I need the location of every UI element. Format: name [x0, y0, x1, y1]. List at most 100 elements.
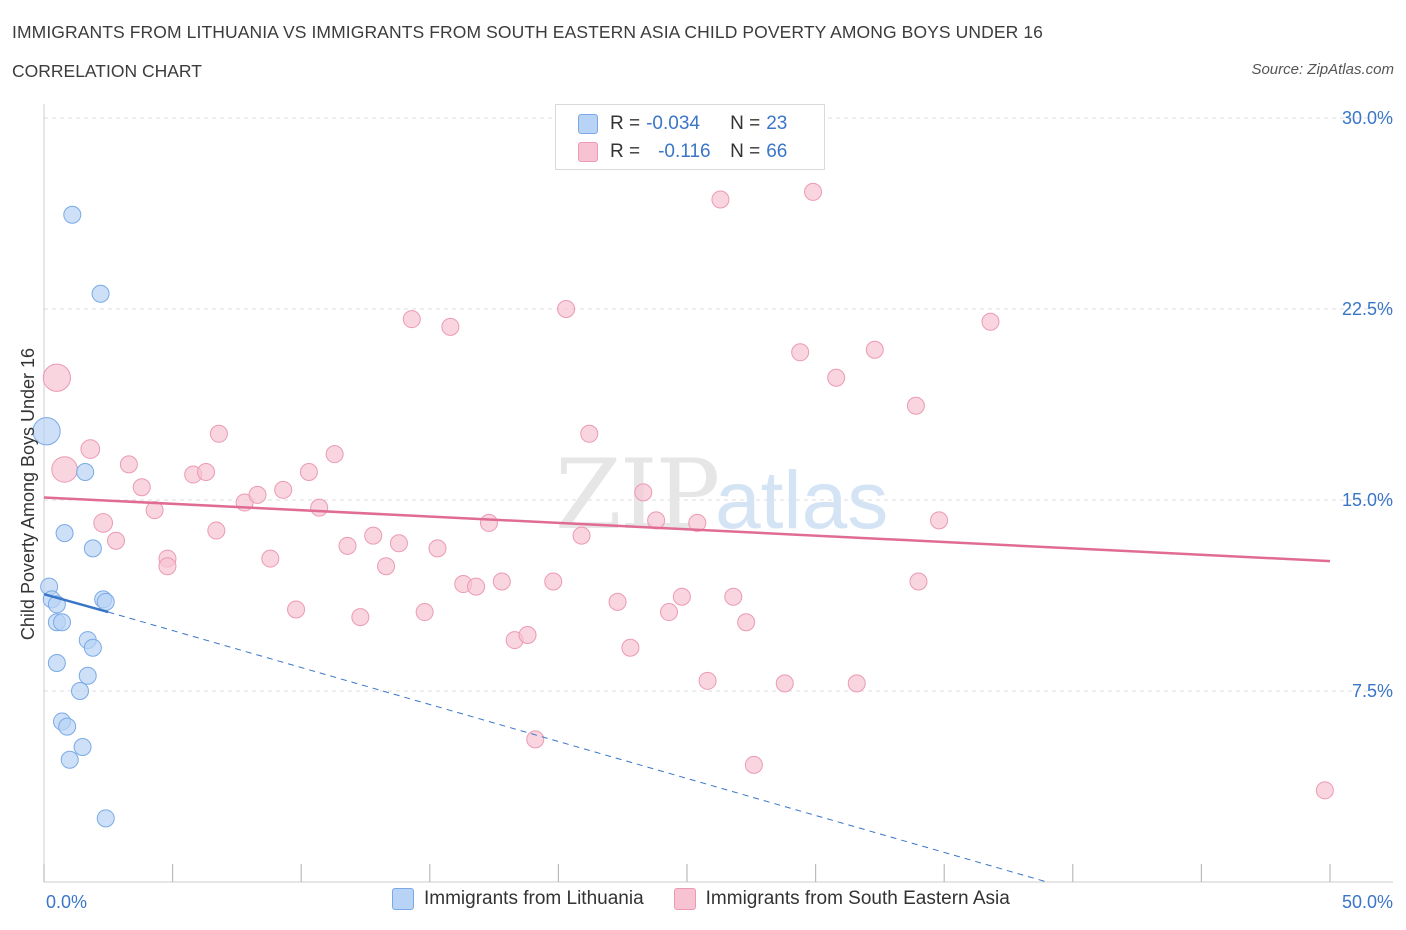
point-se-asia — [909, 572, 928, 591]
point-se-asia — [827, 368, 846, 387]
point-lithuania — [96, 809, 115, 828]
point-se-asia — [338, 536, 357, 555]
point-lithuania — [47, 653, 66, 672]
point-se-asia — [1315, 781, 1334, 800]
legend-swatch-blue — [578, 114, 598, 134]
trend-line-lithuania — [43, 593, 109, 614]
point-se-asia — [207, 521, 226, 540]
point-se-asia — [132, 478, 151, 497]
point-se-asia — [580, 424, 599, 443]
legend-row-lithuania: R = -0.034 N = 23 — [578, 113, 787, 135]
y-tick-label: 15.0% — [1342, 490, 1393, 510]
point-se-asia — [526, 730, 545, 749]
point-se-asia — [415, 603, 434, 622]
point-se-asia — [804, 182, 823, 201]
point-se-asia — [930, 511, 949, 530]
point-se-asia — [544, 572, 563, 591]
point-lithuania — [73, 738, 92, 757]
trend-line-se-asia — [43, 496, 1331, 563]
trend-line-lithuania-extension — [108, 611, 1048, 883]
point-se-asia — [492, 572, 511, 591]
point-se-asia — [197, 462, 216, 481]
point-lithuania — [58, 717, 77, 736]
point-se-asia — [775, 674, 794, 693]
legend-swatch-pink — [578, 142, 598, 162]
point-se-asia — [80, 439, 101, 459]
point-lithuania — [60, 750, 79, 769]
point-lithuania — [96, 592, 115, 611]
y-axis-label: Child Poverty Among Boys Under 16 — [18, 348, 38, 640]
series-legend-lithuania[interactable]: Immigrants from Lithuania — [392, 888, 644, 910]
point-lithuania — [63, 205, 82, 224]
legend-r-label: R = — [610, 141, 641, 162]
point-se-asia — [51, 456, 78, 483]
series-name-lithuania: Immigrants from Lithuania — [424, 888, 644, 909]
legend-n-value: 23 — [766, 113, 788, 134]
point-se-asia — [93, 513, 114, 533]
legend-n-label: N = — [730, 141, 761, 162]
point-se-asia — [299, 462, 318, 481]
point-se-asia — [479, 513, 498, 532]
watermark-atlas: atlas — [715, 455, 888, 546]
point-se-asia — [209, 424, 228, 443]
watermark: ZIP atlas — [555, 439, 888, 551]
y-tick-label: 22.5% — [1342, 299, 1393, 319]
point-se-asia — [351, 608, 370, 627]
point-lithuania — [55, 524, 74, 543]
point-se-asia — [744, 755, 763, 774]
series-legend-se-asia[interactable]: Immigrants from South Eastern Asia — [673, 888, 1010, 910]
point-se-asia — [672, 587, 691, 606]
point-se-asia — [402, 310, 421, 329]
point-se-asia — [364, 526, 383, 545]
point-lithuania — [78, 666, 97, 685]
point-se-asia — [518, 625, 537, 644]
source-label: Source: ZipAtlas.com — [1251, 61, 1394, 78]
point-se-asia — [428, 539, 447, 558]
point-lithuania — [71, 682, 90, 700]
point-se-asia — [325, 445, 344, 464]
y-tick-label: 7.5% — [1352, 681, 1393, 701]
point-se-asia — [557, 300, 576, 318]
point-se-asia — [698, 671, 717, 690]
legend-r-value: -0.116 — [658, 141, 711, 162]
point-se-asia — [389, 534, 408, 553]
point-se-asia — [608, 592, 627, 611]
point-se-asia — [659, 603, 678, 622]
point-lithuania — [91, 284, 110, 303]
point-se-asia — [377, 557, 396, 576]
point-se-asia — [441, 317, 460, 336]
x-tick-label: 0.0% — [46, 892, 87, 912]
point-se-asia — [634, 483, 653, 502]
point-se-asia — [688, 513, 707, 532]
series-swatch-blue — [392, 888, 414, 910]
axis-layer: 7.5% 15.0% 22.5% 30.0% 0.0% 50.0% — [43, 104, 1393, 912]
point-se-asia — [791, 343, 810, 362]
legend-n-value: 66 — [766, 141, 788, 162]
point-se-asia — [158, 557, 177, 576]
point-se-asia — [248, 485, 267, 504]
series-legend: Immigrants from Lithuania Immigrants fro… — [392, 888, 1040, 910]
point-se-asia — [847, 674, 866, 693]
point-se-asia — [107, 531, 126, 550]
point-se-asia — [724, 587, 743, 606]
chart-subtitle: CORRELATION CHART — [12, 61, 202, 81]
point-se-asia — [467, 577, 486, 596]
point-se-asia — [572, 526, 591, 545]
point-se-asia — [906, 396, 925, 415]
point-se-asia — [737, 613, 756, 632]
point-se-asia — [42, 363, 71, 392]
series-name-se-asia: Immigrants from South Eastern Asia — [705, 888, 1010, 909]
point-lithuania — [83, 638, 102, 657]
legend-r-label: R = — [610, 113, 641, 134]
point-se-asia — [865, 340, 884, 359]
trend-layer — [43, 496, 1331, 883]
point-se-asia — [274, 480, 293, 499]
point-lithuania — [76, 462, 95, 481]
point-se-asia — [287, 600, 306, 619]
legend-n-label: N = — [730, 113, 761, 134]
point-se-asia — [261, 549, 280, 568]
point-lithuania — [83, 539, 102, 558]
point-se-asia — [119, 455, 138, 474]
point-se-asia — [981, 312, 1000, 331]
